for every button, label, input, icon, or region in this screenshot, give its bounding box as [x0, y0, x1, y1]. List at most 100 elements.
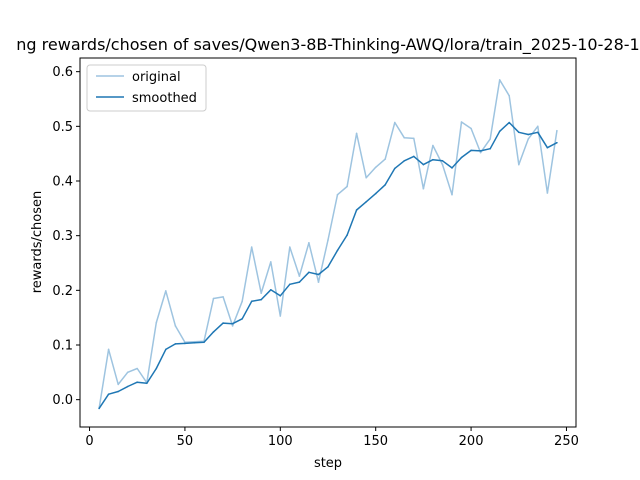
- data-point-smoothed: [327, 266, 329, 268]
- data-point-smoothed: [165, 348, 167, 351]
- legend: original smoothed: [86, 64, 207, 112]
- data-point-smoothed: [346, 234, 348, 236]
- data-point-original: [136, 367, 138, 370]
- data-point-smoothed: [374, 192, 377, 195]
- data-point-original: [107, 348, 110, 351]
- data-point-smoothed: [489, 147, 492, 150]
- data-point-original: [336, 193, 339, 196]
- data-point-smoothed: [117, 390, 119, 393]
- data-point-original: [451, 193, 453, 196]
- data-point-smoothed: [451, 167, 453, 169]
- y-tick-label: 0.5: [52, 120, 73, 135]
- chart-title: ng rewards/chosen of saves/Qwen3-8B-Thin…: [16, 35, 639, 55]
- y-tick-label: 0.4: [52, 175, 73, 190]
- data-point-smoothed: [422, 163, 425, 166]
- data-point-original: [355, 132, 358, 135]
- data-point-original: [165, 290, 167, 292]
- data-point-original: [174, 325, 177, 327]
- data-point-original: [155, 321, 158, 324]
- data-point-original: [384, 158, 387, 160]
- data-point-smoothed: [479, 150, 482, 152]
- data-point-original: [126, 371, 129, 374]
- data-point-smoothed: [193, 342, 196, 344]
- data-point-original: [270, 261, 272, 263]
- data-point-original: [432, 144, 434, 147]
- data-point-original: [289, 246, 291, 248]
- data-point-original: [460, 121, 463, 123]
- data-point-smoothed: [279, 295, 282, 297]
- data-point-original: [527, 138, 530, 140]
- data-point-smoothed: [155, 367, 158, 370]
- data-point-smoothed: [546, 146, 549, 149]
- data-point-smoothed: [260, 298, 263, 301]
- data-point-original: [241, 300, 243, 303]
- data-point-original: [250, 246, 253, 248]
- data-point-original: [117, 383, 119, 386]
- data-point-original: [556, 129, 558, 132]
- data-point-original: [260, 292, 263, 294]
- y-tick-label: 0.2: [52, 284, 73, 299]
- data-point-original: [403, 137, 406, 139]
- y-tick-label: 0.1: [52, 339, 73, 354]
- data-point-original: [298, 275, 301, 277]
- legend-label-smoothed: smoothed: [132, 91, 197, 106]
- data-point-original: [479, 151, 482, 154]
- data-point-smoothed: [98, 407, 100, 410]
- data-point-smoothed: [241, 318, 243, 320]
- data-point-smoothed: [146, 382, 148, 385]
- data-point-original: [508, 94, 511, 97]
- data-point-smoothed: [126, 385, 129, 388]
- data-point-original: [365, 176, 368, 179]
- x-tick-label: 50: [177, 434, 194, 449]
- data-point-smoothed: [384, 184, 387, 186]
- data-point-smoothed: [184, 342, 186, 345]
- series-layer: [98, 79, 558, 410]
- series-line-smoothed: [98, 121, 558, 409]
- data-point-smoothed: [174, 343, 177, 345]
- x-tick-label: 250: [554, 434, 579, 449]
- data-point-smoothed: [136, 381, 138, 384]
- data-point-original: [374, 166, 377, 169]
- x-axis: 0 50 100 150 200 250: [85, 427, 579, 449]
- data-point-smoothed: [289, 283, 291, 286]
- data-point-smoothed: [460, 156, 463, 159]
- data-point-smoothed: [470, 149, 472, 152]
- data-point-smoothed: [231, 322, 234, 325]
- data-point-smoothed: [527, 133, 530, 136]
- data-point-smoothed: [518, 131, 520, 134]
- data-point-original: [231, 325, 234, 327]
- data-point-smoothed: [537, 131, 539, 134]
- data-point-smoothed: [250, 300, 253, 303]
- data-point-original: [279, 315, 282, 317]
- data-point-smoothed: [441, 160, 444, 162]
- legend-label-original: original: [132, 70, 181, 85]
- data-point-smoothed: [270, 289, 272, 291]
- data-point-smoothed: [355, 209, 358, 211]
- data-point-original: [394, 121, 396, 124]
- data-point-smoothed: [432, 158, 434, 161]
- y-tick-label: 0.6: [52, 65, 73, 80]
- data-point-smoothed: [365, 201, 368, 203]
- data-point-smoothed: [107, 393, 110, 396]
- data-point-smoothed: [394, 167, 396, 170]
- x-tick-label: 200: [459, 434, 484, 449]
- data-point-smoothed: [298, 281, 301, 283]
- data-point-smoothed: [508, 121, 511, 124]
- data-point-original: [441, 163, 444, 166]
- y-axis: 0.0 0.1 0.2 0.3 0.4 0.5 0.6: [52, 65, 80, 408]
- y-axis-label: rewards/chosen: [30, 191, 45, 294]
- data-point-original: [212, 297, 215, 300]
- y-tick-label: 0.0: [52, 393, 73, 408]
- data-point-original: [327, 239, 329, 241]
- data-point-original: [308, 242, 310, 244]
- data-point-smoothed: [403, 160, 406, 162]
- x-tick-label: 100: [268, 434, 293, 449]
- data-point-smoothed: [413, 155, 415, 158]
- data-point-original: [346, 185, 348, 188]
- data-point-smoothed: [556, 141, 558, 144]
- data-point-original: [222, 296, 224, 298]
- x-axis-label: step: [314, 456, 342, 471]
- data-point-original: [317, 281, 320, 283]
- data-point-original: [422, 187, 425, 190]
